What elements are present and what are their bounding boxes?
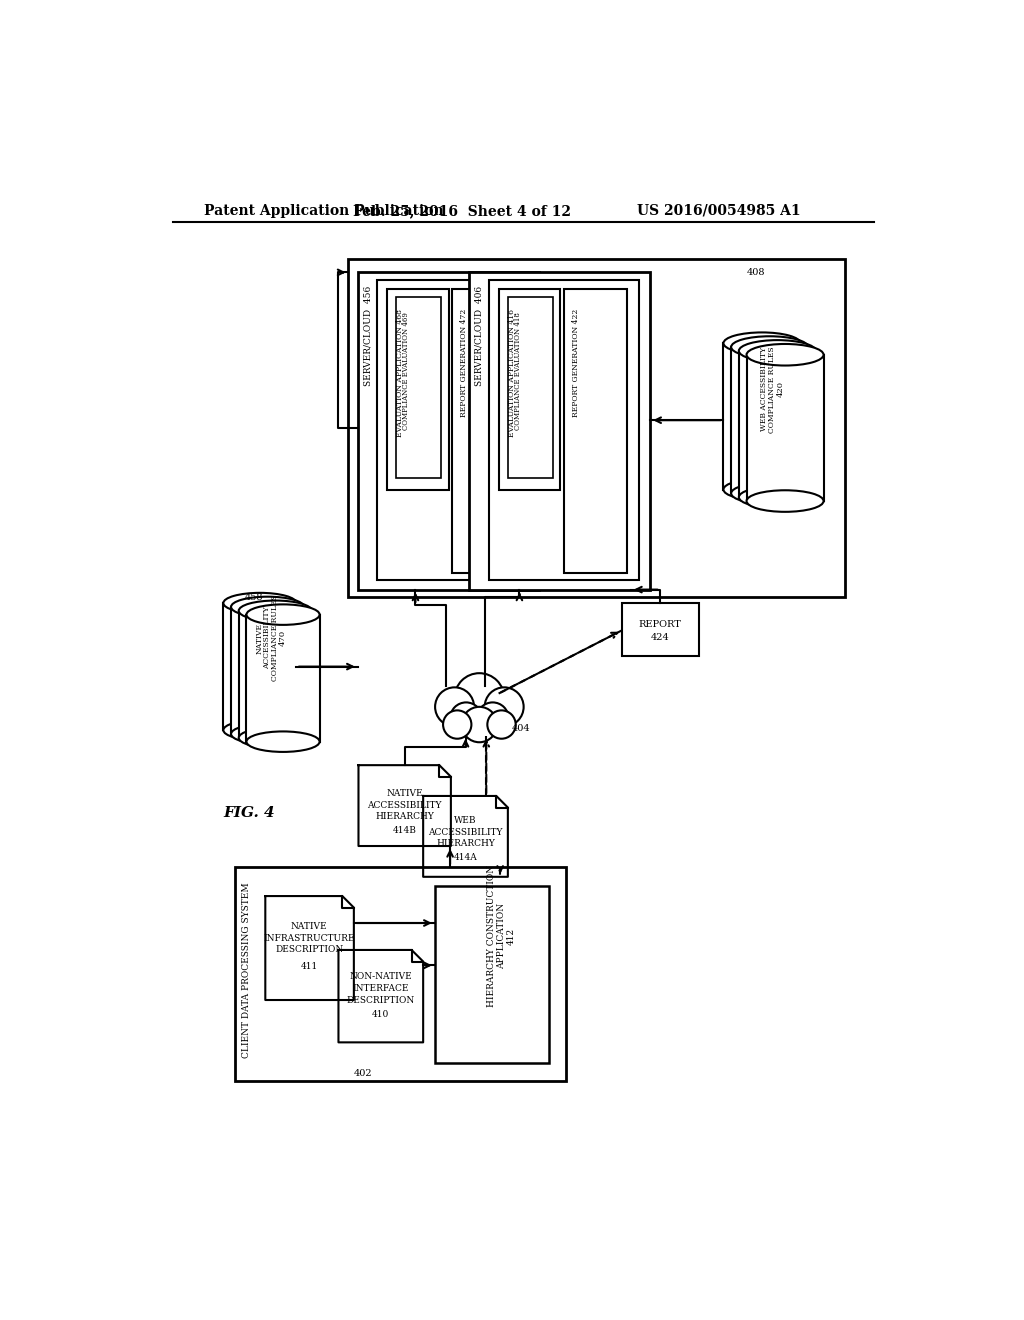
Text: 411: 411 bbox=[301, 962, 317, 972]
Text: NATIVE: NATIVE bbox=[291, 923, 328, 932]
Text: COMPLIANCE RULES: COMPLIANCE RULES bbox=[768, 346, 776, 433]
Text: REPORT GENERATION 472: REPORT GENERATION 472 bbox=[460, 309, 468, 417]
Text: REPORT GENERATION 422: REPORT GENERATION 422 bbox=[571, 309, 580, 417]
Text: DESCRIPTION: DESCRIPTION bbox=[347, 995, 415, 1005]
Circle shape bbox=[443, 710, 471, 739]
Ellipse shape bbox=[746, 490, 823, 512]
Bar bbox=[622, 603, 698, 656]
Bar bbox=[731, 347, 808, 494]
Text: WEB ACCESSIBILITY: WEB ACCESSIBILITY bbox=[760, 347, 768, 432]
Text: 424: 424 bbox=[651, 632, 670, 642]
Circle shape bbox=[477, 702, 509, 734]
Text: US 2016/0054985 A1: US 2016/0054985 A1 bbox=[637, 203, 801, 218]
Text: DESCRIPTION: DESCRIPTION bbox=[275, 945, 343, 954]
Text: 402: 402 bbox=[354, 1069, 373, 1077]
Circle shape bbox=[451, 702, 482, 734]
Text: 404: 404 bbox=[512, 723, 530, 733]
Text: 420: 420 bbox=[776, 381, 784, 397]
Text: HIERARCHY: HIERARCHY bbox=[436, 840, 495, 849]
Bar bbox=[223, 603, 297, 730]
Text: WEB: WEB bbox=[455, 816, 477, 825]
Bar bbox=[387, 289, 449, 490]
Circle shape bbox=[487, 710, 516, 739]
Ellipse shape bbox=[247, 605, 319, 624]
Bar bbox=[348, 259, 845, 598]
Text: NATIVE: NATIVE bbox=[386, 789, 423, 799]
Ellipse shape bbox=[247, 731, 319, 752]
Bar bbox=[724, 343, 801, 490]
Bar bbox=[435, 886, 549, 1063]
Text: ACCESSIBILITY: ACCESSIBILITY bbox=[368, 801, 442, 809]
Text: NATIVE: NATIVE bbox=[255, 623, 263, 653]
Ellipse shape bbox=[731, 337, 808, 358]
Text: NON-NATIVE: NON-NATIVE bbox=[349, 973, 413, 981]
Text: HIERARCHY: HIERARCHY bbox=[375, 812, 434, 821]
Text: 458: 458 bbox=[245, 593, 263, 602]
Text: Patent Application Publication: Patent Application Publication bbox=[204, 203, 443, 218]
Ellipse shape bbox=[739, 341, 816, 362]
Text: SERVER/CLOUD  406: SERVER/CLOUD 406 bbox=[475, 285, 484, 385]
Bar bbox=[231, 607, 304, 734]
Text: INFRASTRUCTURE: INFRASTRUCTURE bbox=[263, 935, 355, 942]
Bar bbox=[564, 289, 628, 573]
Bar bbox=[396, 297, 441, 478]
Bar bbox=[488, 280, 639, 581]
Text: 470: 470 bbox=[279, 630, 287, 647]
Text: 408: 408 bbox=[746, 268, 765, 277]
Text: Feb. 25, 2016  Sheet 4 of 12: Feb. 25, 2016 Sheet 4 of 12 bbox=[352, 203, 570, 218]
Bar bbox=[499, 289, 560, 490]
Circle shape bbox=[435, 688, 474, 726]
Ellipse shape bbox=[746, 345, 823, 366]
Bar bbox=[247, 615, 319, 742]
Ellipse shape bbox=[724, 479, 801, 500]
Ellipse shape bbox=[223, 593, 297, 614]
Text: 410: 410 bbox=[372, 1010, 389, 1019]
Bar bbox=[357, 272, 539, 590]
Text: FIG. 4: FIG. 4 bbox=[223, 807, 274, 820]
Text: HIERARCHY CONSTRUCTION: HIERARCHY CONSTRUCTION bbox=[487, 865, 497, 1007]
Bar bbox=[239, 611, 312, 738]
Bar bbox=[469, 272, 650, 590]
Ellipse shape bbox=[231, 597, 304, 618]
Bar bbox=[746, 355, 823, 502]
Bar bbox=[739, 351, 816, 498]
Text: 412: 412 bbox=[507, 928, 516, 945]
Bar bbox=[453, 289, 515, 573]
Text: CLIENT DATA PROCESSING SYSTEM: CLIENT DATA PROCESSING SYSTEM bbox=[242, 882, 251, 1057]
Text: EVALUATION APPLICATION 468: EVALUATION APPLICATION 468 bbox=[396, 309, 404, 437]
Ellipse shape bbox=[231, 723, 304, 744]
Text: COMPLIANCE RULES: COMPLIANCE RULES bbox=[270, 595, 279, 681]
Ellipse shape bbox=[724, 333, 801, 354]
Ellipse shape bbox=[223, 719, 297, 741]
Text: SERVER/CLOUD  456: SERVER/CLOUD 456 bbox=[364, 285, 372, 385]
Circle shape bbox=[484, 688, 523, 726]
Text: COMPLIANCE EVALUATION 469: COMPLIANCE EVALUATION 469 bbox=[402, 313, 411, 430]
Text: 414B: 414B bbox=[393, 826, 417, 836]
Text: ACCESSIBILITY: ACCESSIBILITY bbox=[263, 607, 271, 669]
Bar bbox=[508, 297, 553, 478]
Bar bbox=[234, 867, 565, 1081]
Ellipse shape bbox=[739, 487, 816, 508]
Ellipse shape bbox=[239, 601, 312, 620]
Ellipse shape bbox=[239, 727, 312, 748]
Text: 414A: 414A bbox=[454, 853, 477, 862]
Text: ACCESSIBILITY: ACCESSIBILITY bbox=[428, 828, 503, 837]
Circle shape bbox=[462, 706, 497, 742]
Text: INTERFACE: INTERFACE bbox=[352, 983, 409, 993]
Text: EVALUATION APPLICATION 416: EVALUATION APPLICATION 416 bbox=[508, 309, 516, 437]
Text: REPORT: REPORT bbox=[639, 620, 682, 628]
Circle shape bbox=[455, 673, 504, 723]
Text: COMPLIANCE EVALUATION 418: COMPLIANCE EVALUATION 418 bbox=[514, 313, 522, 430]
Ellipse shape bbox=[731, 483, 808, 504]
Text: APPLICATION: APPLICATION bbox=[498, 903, 506, 969]
Bar bbox=[377, 280, 527, 581]
